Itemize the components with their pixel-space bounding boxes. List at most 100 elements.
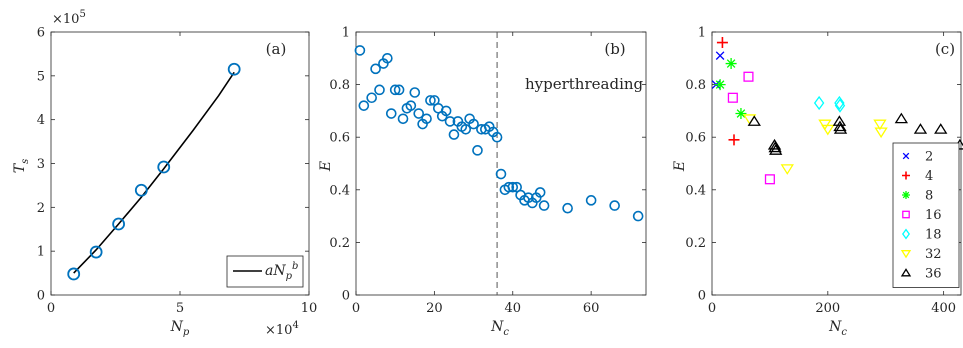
y-tick-label: 0.6 (685, 131, 706, 146)
y-tick-label: 1 (698, 26, 706, 41)
panel-c-y-axis-label: E (672, 161, 688, 172)
data-point-triangle-down (874, 127, 888, 139)
data-point-triangle-up (747, 115, 761, 126)
legend-label: 8 (925, 189, 933, 204)
data-point (227, 62, 241, 76)
panel-c-x-axis-label: Nc (828, 319, 847, 338)
panel-a-x-axis-label: Np (170, 319, 190, 338)
legend-label: 32 (925, 247, 942, 262)
data-point-triangle-down (821, 124, 835, 136)
y-tick-label: 0.2 (329, 236, 350, 251)
data-point (374, 84, 385, 96)
data-point-triangle-down (818, 119, 832, 131)
y-tick-label: 1 (37, 245, 45, 260)
panel-b: (b) 0 20 40 60 0 0.2 0.4 0.6 0.8 1 hyperthreadin… (318, 26, 647, 338)
x-tick-label: 0 (708, 301, 716, 316)
data-point-triangle-up (934, 123, 948, 134)
y-tick-label: 0.6 (329, 131, 350, 146)
data-point (413, 108, 425, 119)
data-point (425, 95, 436, 106)
data-point (503, 181, 515, 193)
data-point-x (715, 51, 725, 60)
y-tick-label: 0.4 (685, 183, 706, 198)
data-point (421, 113, 432, 125)
panel-b-marks (354, 45, 644, 222)
data-point (405, 100, 417, 111)
data-point-star (714, 79, 726, 91)
legend-marker-plus (902, 171, 910, 180)
x-tick-label: 5 (176, 301, 184, 316)
data-point (112, 217, 125, 231)
data-point (67, 267, 81, 281)
data-point-diamond (834, 98, 846, 113)
data-point (134, 183, 148, 197)
legend-marker-diamond (901, 228, 911, 240)
fit-line (73, 71, 235, 274)
legend-marker-triangle-down (900, 250, 912, 259)
data-point (534, 187, 546, 198)
legend-label: 16 (925, 208, 942, 223)
data-point (358, 100, 370, 111)
data-point-square (743, 71, 754, 82)
panel-a-y-ticks: 0 1 2 3 4 5 6 (37, 26, 309, 304)
data-point-square (764, 174, 775, 185)
data-point-triangle-up (768, 141, 782, 153)
legend-marker-square (902, 210, 910, 219)
y-tick-label: 0.8 (329, 78, 350, 93)
panel-b-y-axis-label: E (318, 161, 334, 172)
panel-a-y-exponent: ×105 (52, 9, 86, 27)
data-point-diamond (813, 95, 825, 111)
data-point (444, 116, 456, 127)
y-tick-label: 6 (37, 26, 45, 41)
panel-b-annotation: hyperthreading (525, 75, 644, 93)
panel-b-x-axis-label: Nc (490, 319, 509, 338)
panel-b-x-ticks: 0 20 40 60 (352, 32, 600, 316)
panel-a-marks (67, 62, 241, 281)
x-tick-label: 0 (352, 301, 360, 316)
data-point (393, 84, 405, 96)
data-point (397, 113, 409, 125)
data-point-triangle-up (913, 123, 928, 134)
x-tick-label: 60 (583, 301, 600, 316)
legend-marker-star (902, 191, 910, 199)
data-point (366, 92, 377, 104)
legend-label: 4 (925, 169, 933, 184)
x-tick-label: 400 (931, 301, 956, 316)
panel-c-y-ticks: 0 0.2 0.4 0.6 0.8 1 (685, 26, 961, 304)
y-tick-label: 0 (37, 289, 45, 304)
data-point-square (727, 92, 738, 103)
y-tick-label: 0.2 (685, 236, 706, 251)
y-tick-label: 0 (698, 289, 706, 304)
x-tick-label: 200 (815, 301, 840, 316)
data-point (609, 200, 620, 211)
y-tick-label: 4 (37, 113, 45, 128)
data-point-triangle-up (894, 112, 909, 124)
data-point (472, 145, 483, 156)
panel-c-legend: 2 4 8 16 18 32 36 (892, 142, 960, 288)
data-point (389, 84, 401, 96)
panel-a-x-ticks: 0 5 10 (47, 32, 317, 316)
y-tick-label: 3 (37, 157, 45, 172)
legend-label: 2 (925, 150, 933, 165)
x-tick-label: 40 (504, 301, 521, 316)
data-point (585, 195, 597, 206)
data-point (507, 181, 519, 193)
legend-marker-triangle-up (900, 268, 912, 277)
panel-c-label: (c) (935, 40, 955, 58)
legend-box (892, 142, 960, 288)
panel-b-axes-box (355, 31, 647, 296)
x-tick-label: 20 (426, 301, 443, 316)
y-tick-label: 0.4 (329, 183, 350, 198)
data-point (382, 52, 393, 64)
data-point-triangle-down (873, 119, 887, 131)
y-tick-label: 5 (37, 69, 45, 84)
data-point (562, 202, 573, 214)
data-point (157, 160, 171, 174)
data-point (491, 131, 503, 143)
data-point-star (725, 58, 737, 70)
data-point-triangle-down (780, 164, 794, 175)
legend-marker-x (902, 152, 910, 160)
y-tick-label: 0.8 (685, 78, 706, 93)
data-point-triangle-up (833, 120, 847, 132)
